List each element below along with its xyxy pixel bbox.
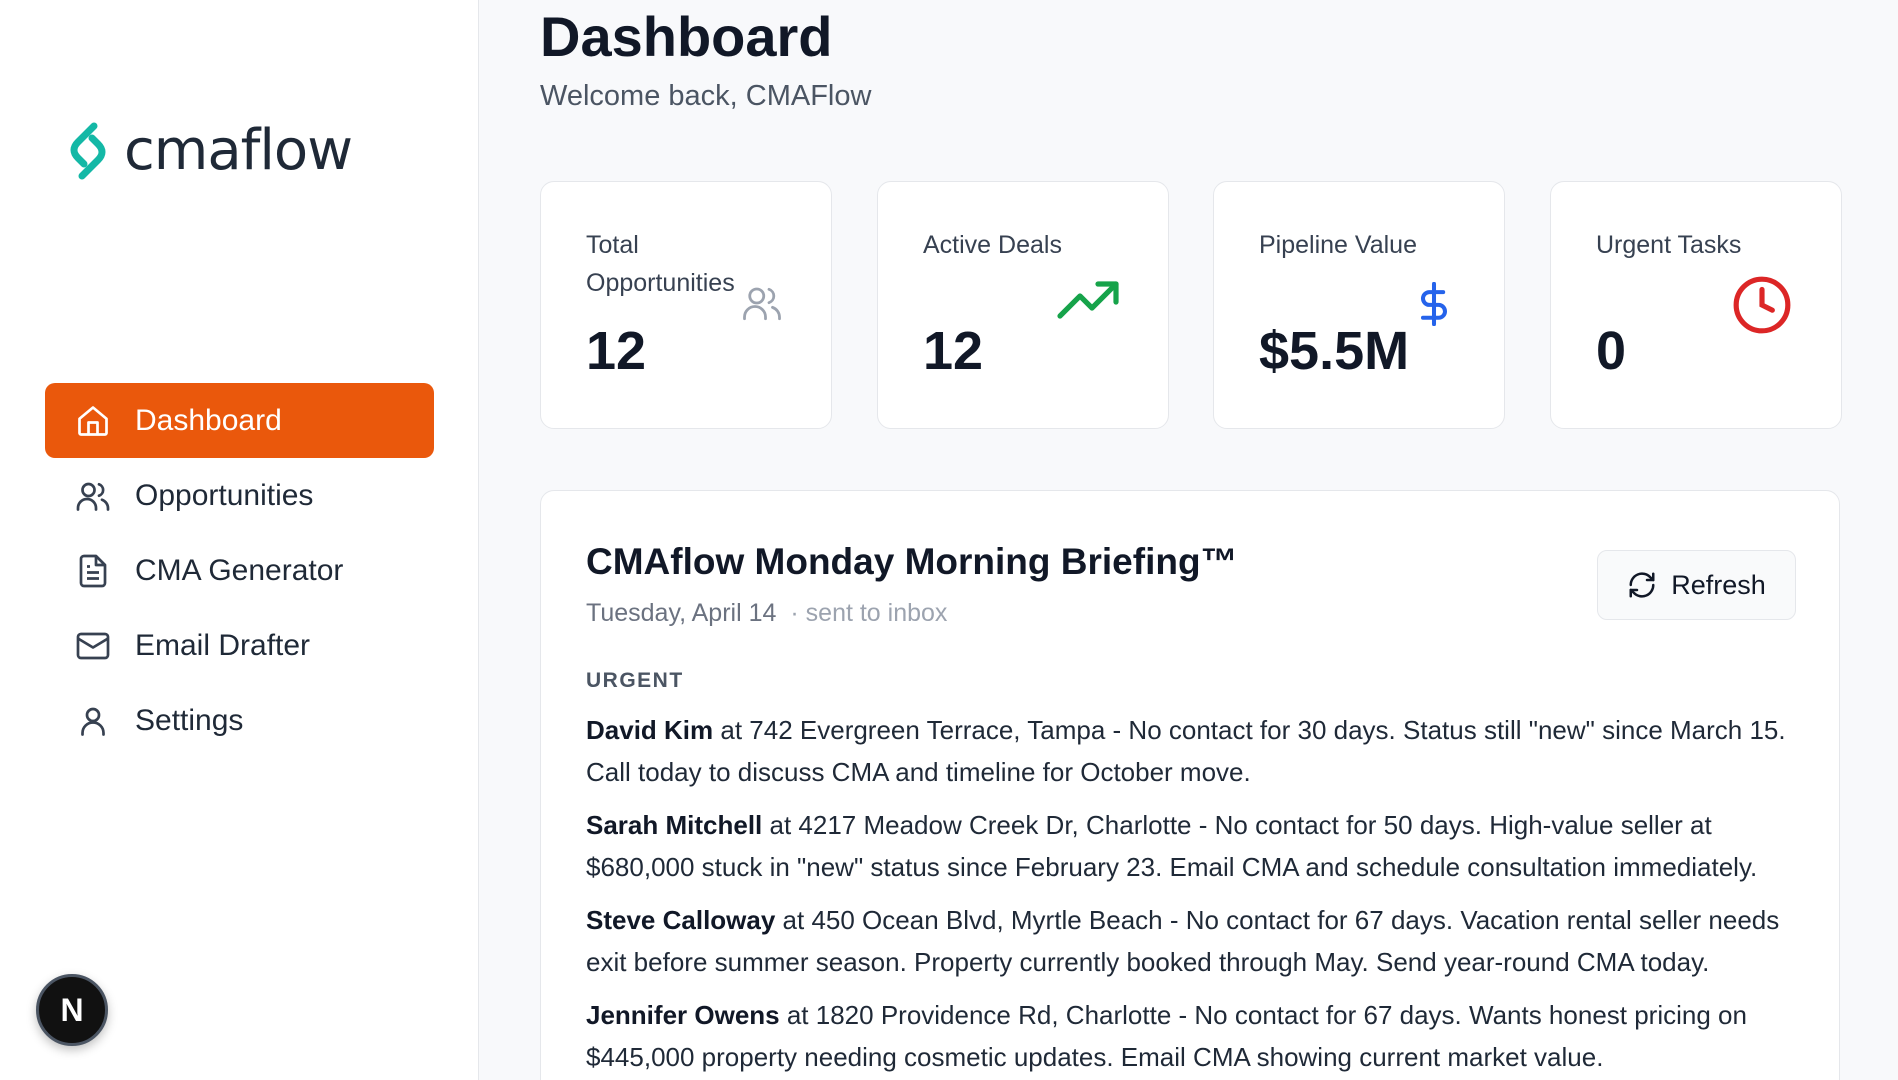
refresh-button[interactable]: Refresh [1597, 550, 1796, 620]
sidebar-item-label: Dashboard [135, 403, 282, 437]
stat-card-active-deals: Active Deals 12 [877, 181, 1169, 429]
sidebar-item-email-drafter[interactable]: Email Drafter [45, 608, 434, 683]
refresh-label: Refresh [1671, 569, 1766, 600]
stat-value: 12 [586, 321, 647, 381]
sidebar-nav: Dashboard Opportunities CMA Generator [45, 383, 434, 758]
contact-name[interactable]: David Kim [586, 715, 714, 745]
refresh-icon [1629, 572, 1655, 598]
mail-icon [76, 632, 110, 659]
page-subtitle: Welcome back, CMAFlow [540, 80, 872, 112]
briefing-date-line: Tuesday, April 14 · sent to inbox [586, 599, 947, 628]
trending-up-icon [1057, 281, 1119, 319]
badge-letter: N [60, 991, 84, 1028]
users-icon [76, 482, 110, 511]
briefing-status: · sent to inbox [790, 599, 948, 627]
document-icon [79, 554, 107, 587]
brand-name: cmaflow [124, 118, 353, 183]
dollar-icon [1420, 282, 1447, 326]
contact-name[interactable]: Sarah Mitchell [586, 810, 763, 840]
stat-label: Active Deals [923, 231, 1062, 259]
briefing-card: CMAflow Monday Morning Briefing™ Tuesday… [540, 490, 1840, 1080]
sidebar-item-label: CMA Generator [135, 553, 344, 587]
contact-name[interactable]: Steve Calloway [586, 905, 776, 935]
brand-logo[interactable]: cmaflow [64, 118, 353, 183]
sidebar-item-dashboard[interactable]: Dashboard [45, 383, 434, 458]
item-text: at 4217 Meadow Creek Dr, Charlotte - No … [586, 810, 1758, 882]
list-item: David Kim at 742 Evergreen Terrace, Tamp… [586, 709, 1796, 793]
list-item: Steve Calloway at 450 Ocean Blvd, Myrtle… [586, 899, 1796, 983]
sidebar-item-label: Email Drafter [135, 628, 311, 662]
sidebar-item-cma-generator[interactable]: CMA Generator [45, 533, 434, 608]
stat-label: Urgent Tasks [1596, 231, 1742, 259]
sidebar-item-label: Settings [135, 703, 244, 737]
home-icon [78, 405, 108, 436]
dev-badge-button[interactable]: N [36, 974, 108, 1046]
page-title: Dashboard [540, 5, 833, 68]
section-label-urgent: URGENT [586, 669, 684, 692]
user-icon [81, 707, 105, 736]
stat-card-total-opportunities: Total Opportunities 12 [540, 181, 832, 429]
clock-icon [1733, 276, 1791, 334]
stat-label: Pipeline Value [1259, 231, 1417, 259]
stat-value: $5.5M [1259, 321, 1410, 381]
stat-card-urgent-tasks: Urgent Tasks 0 [1550, 181, 1842, 429]
sidebar: cmaflow Dashboard Opportunities [0, 0, 479, 1080]
item-text: at 450 Ocean Blvd, Myrtle Beach - No con… [586, 905, 1780, 977]
users-icon [743, 287, 781, 321]
stat-card-pipeline-value: Pipeline Value $5.5M [1213, 181, 1505, 429]
briefing-date: Tuesday, April 14 [586, 599, 777, 627]
contact-name[interactable]: Jennifer Owens [586, 1000, 780, 1030]
sidebar-item-settings[interactable]: Settings [45, 683, 434, 758]
sidebar-item-opportunities[interactable]: Opportunities [45, 458, 434, 533]
list-item: Jennifer Owens at 1820 Providence Rd, Ch… [586, 994, 1796, 1078]
stat-value: 0 [1596, 321, 1627, 381]
item-text: at 1820 Providence Rd, Charlotte - No co… [586, 1000, 1747, 1072]
cmaflow-logo-icon [70, 122, 106, 179]
item-text: at 742 Evergreen Terrace, Tampa - No con… [586, 715, 1786, 787]
briefing-title: CMAflow Monday Morning Briefing™ [586, 541, 1238, 582]
stat-value: 12 [923, 321, 984, 381]
list-item: Sarah Mitchell at 4217 Meadow Creek Dr, … [586, 804, 1796, 888]
stat-label: Total Opportunities [586, 231, 735, 297]
urgent-list: David Kim at 742 Evergreen Terrace, Tamp… [586, 709, 1796, 1080]
sidebar-item-label: Opportunities [135, 478, 314, 512]
